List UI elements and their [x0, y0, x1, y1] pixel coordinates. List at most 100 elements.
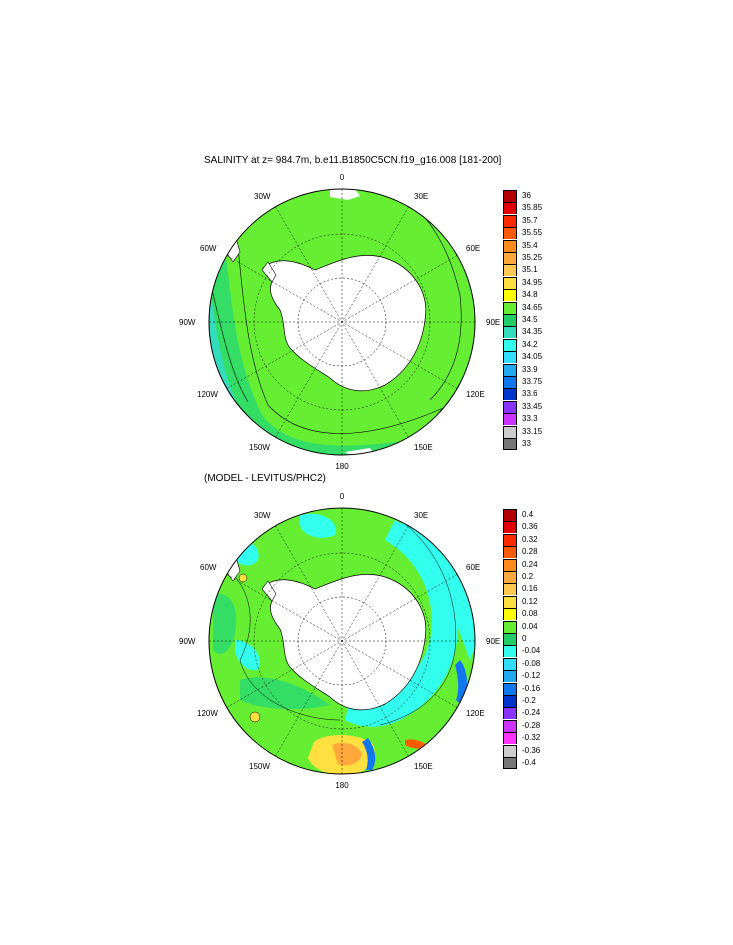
- anomaly-colorbar-cell: [503, 633, 517, 645]
- anomaly-colorbar-label: 0.12: [522, 596, 538, 606]
- anomaly-colorbar-cell: [503, 509, 517, 521]
- bottom-map-border: [208, 507, 476, 775]
- anomaly-cyan-west-2: [235, 640, 260, 671]
- bottom-lon-30e: 30E: [414, 511, 428, 520]
- salinity-colorbar-cell: [503, 351, 517, 364]
- anomaly-cyan-north: [300, 513, 336, 538]
- anomaly-cyan-ne: [400, 508, 475, 660]
- anomaly-colorbar-label: 0.08: [522, 609, 538, 619]
- bottom-lon-150e: 150E: [414, 762, 433, 771]
- salinity-colorbar-cell: [503, 400, 517, 413]
- anomaly-colorbar-label: -0.16: [522, 683, 541, 693]
- anomaly-colorbar-label: 0.04: [522, 621, 538, 631]
- salinity-colorbar-label: 34.05: [522, 352, 543, 362]
- anomaly-colorbar-cell: [503, 595, 517, 608]
- top-map-border: [208, 188, 476, 456]
- anomaly-colorbar-label: 0.24: [522, 559, 538, 569]
- bottom-lon-90e: 90E: [486, 637, 500, 646]
- salinity-colorbar-label: 35.1: [522, 265, 538, 275]
- antarctic-peninsula-bottom: [261, 580, 277, 602]
- anomaly-colorbar-cell: [503, 757, 517, 769]
- top-land-mask-north: [330, 189, 360, 200]
- anomaly-colorbar-label: -0.24: [522, 708, 541, 718]
- anomaly-colorbar-label: 0: [522, 634, 527, 643]
- anomaly-colorbar-label: -0.32: [522, 733, 541, 743]
- anomaly-colorbar-label: 0.32: [522, 534, 538, 544]
- anomaly-colorbar-label: 0.16: [522, 584, 538, 594]
- top-lon-30w: 30W: [254, 192, 271, 201]
- antarctic-peninsula-top: [261, 261, 277, 283]
- top-lon-180: 180: [335, 462, 349, 471]
- anomaly-colorbar-label: -0.08: [522, 658, 541, 668]
- salinity-colorbar-label: 33.15: [522, 426, 543, 436]
- anomaly-colorbar-cell: [503, 682, 517, 695]
- salinity-colorbar-cell: [503, 276, 517, 289]
- salinity-colorbar-cell: [503, 425, 517, 438]
- anomaly-map: [209, 508, 475, 774]
- anomaly-dark-green-west: [213, 593, 237, 654]
- anomaly-colorbar-label: 0.4: [522, 510, 534, 519]
- salinity-colorbar-label: 34.65: [522, 302, 543, 312]
- anomaly-colorbar-label: 0.2: [522, 572, 534, 581]
- anomaly-colorbar-cell: [503, 533, 517, 546]
- salinity-colorbar-label: 34.2: [522, 339, 538, 349]
- bottom-lon-30w: 30W: [254, 511, 271, 520]
- salinity-colorbar-label: 34.8: [522, 290, 538, 300]
- salinity-colorbar-cell: [503, 214, 517, 227]
- bottom-lon-0: 0: [340, 492, 345, 501]
- top-lon-60e: 60E: [466, 244, 480, 253]
- anomaly-colorbar-label: 0.36: [522, 522, 538, 532]
- salinity-colorbar-cell: [503, 252, 517, 264]
- anomaly-colorbar-cell: [503, 571, 517, 583]
- top-lon-90e: 90E: [486, 318, 500, 327]
- anomaly-colorbar-cell: [503, 695, 517, 707]
- salinity-colorbar-cell: [503, 190, 517, 202]
- salinity-colorbar-cell: [503, 264, 517, 277]
- top-graticule: [209, 189, 475, 455]
- salinity-colorbar-label: 34.95: [522, 277, 543, 287]
- top-lon-60w: 60W: [200, 244, 217, 253]
- anomaly-colorbar-cell: [503, 707, 517, 720]
- salinity-contour-mid: [237, 245, 451, 434]
- top-lon-150w: 150W: [249, 443, 270, 452]
- salinity-colorbar-cell: [503, 301, 517, 314]
- anomaly-negative-streak: [362, 738, 376, 770]
- salinity-colorbar-cell: [503, 227, 517, 240]
- salinity-colorbar-label: 34.35: [522, 327, 543, 337]
- salinity-colorbar-label: 33.6: [522, 389, 538, 399]
- anomaly-colorbar-cell: [503, 719, 517, 732]
- anomaly-contour-2: [379, 519, 456, 726]
- salinity-colorbar-cell: [503, 314, 517, 326]
- salinity-colorbar-label: 35.7: [522, 215, 538, 225]
- anomaly-colorbar-cell: [503, 657, 517, 670]
- anomaly-dark-green-sw: [240, 677, 330, 710]
- anomaly-feature-120w: [249, 711, 261, 723]
- antarctica-bottom: [262, 574, 427, 711]
- salinity-colorbar-label: 34.5: [522, 315, 538, 324]
- salinity-colorbar-cell: [503, 363, 517, 376]
- anomaly-colorbar-label: -0.28: [522, 720, 541, 730]
- anomaly-cyan-east: [345, 520, 459, 727]
- salinity-colorbar-cell: [503, 239, 517, 252]
- salinity-colorbar-label: 33: [522, 439, 531, 448]
- anomaly-feature-60w: [238, 573, 248, 583]
- salinity-colorbar-cell: [503, 388, 517, 401]
- salinity-colorbar-cell: [503, 202, 517, 215]
- salinity-contour-west: [211, 289, 249, 403]
- antarctica-top: [262, 255, 427, 392]
- salinity-colorbar-label: 35.4: [522, 240, 538, 250]
- top-lon-120w: 120W: [197, 390, 218, 399]
- salinity-colorbar-cell: [503, 338, 517, 351]
- anomaly-colorbar-label: -0.2: [522, 696, 536, 705]
- bottom-lon-180: 180: [335, 781, 349, 790]
- anomaly-colorbar-label: 0.28: [522, 547, 538, 557]
- anomaly-colorbar-cell: [503, 744, 517, 757]
- salinity-colorbar-label: 35.25: [522, 253, 543, 262]
- salinity-colorbar-cell: [503, 413, 517, 426]
- bottom-lon-60w: 60W: [200, 563, 217, 572]
- top-panel-title: SALINITY at z= 984.7m, b.e11.B1850C5CN.f…: [204, 155, 502, 166]
- salinity-colorbar-label: 35.85: [522, 203, 543, 213]
- anomaly-colorbar-label: -0.36: [522, 745, 541, 755]
- anomaly-colorbar-cell: [503, 732, 517, 745]
